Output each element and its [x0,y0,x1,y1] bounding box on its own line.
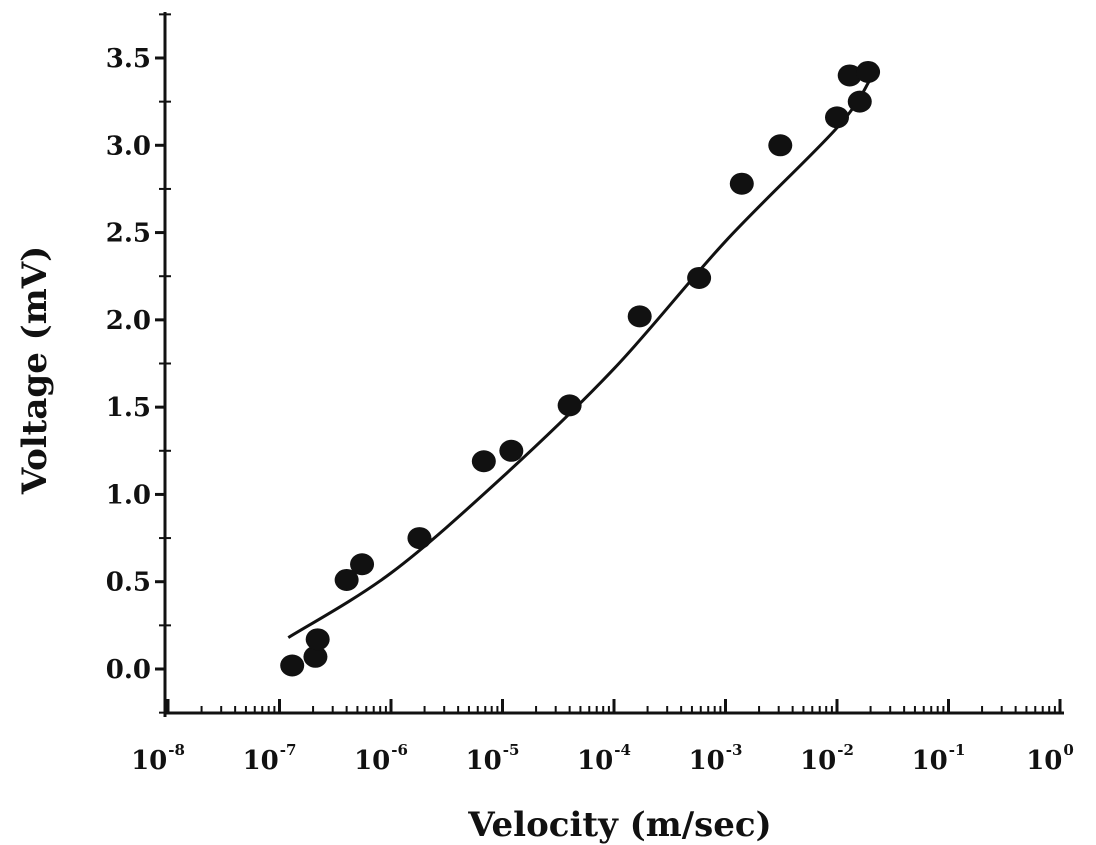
x-axis-title: Velocity (m/sec) [467,805,771,845]
data-point [627,305,652,328]
data-point [303,645,328,668]
data-point [847,90,872,113]
data-point [557,394,582,417]
x-tick-label: 10-1 [912,741,966,776]
x-tick-label: 10-2 [800,741,854,776]
x-tick-label: 10-3 [689,741,743,776]
x-axis-ticks: 10-8 10-7 10-6 10-5 10-4 10-3 10-2 10-1 100 [131,699,1074,776]
fit-line [287,78,872,639]
x-tick-label: 10-4 [577,741,631,776]
data-point [334,568,359,591]
axes [163,12,1064,717]
y-axis-title: Voltage (mV) [15,246,55,495]
data-point [856,60,881,83]
data-point [350,553,375,576]
x-tick-label: 10-8 [131,741,185,776]
data-point [471,450,496,473]
y-tick-label: 2.5 [106,219,151,249]
y-tick-label: 2.0 [106,306,151,336]
y-tick-label: 1.5 [106,393,151,423]
data-point [837,64,862,87]
data-point [825,106,849,129]
data-point [499,439,524,462]
x-tick-label: 10-7 [243,741,297,776]
data-point [768,134,793,157]
y-tick-label: 3.0 [106,131,151,161]
plot-area [280,60,881,677]
y-tick-label: 1.0 [106,480,151,510]
data-point [687,266,712,289]
y-axis-ticks: 0.0 0.5 1.0 1.5 2.0 2.5 3.0 3.5 [106,13,171,714]
x-tick-label: 10-5 [466,741,520,776]
data-point [729,172,754,195]
y-tick-label: 3.5 [106,44,151,74]
x-tick-label: 100 [1026,741,1074,776]
data-point [305,628,330,651]
y-tick-label: 0.0 [106,655,151,685]
data-point [280,654,305,677]
data-point [407,527,432,550]
y-tick-label: 0.5 [106,568,151,598]
x-tick-label: 10-6 [354,741,408,776]
